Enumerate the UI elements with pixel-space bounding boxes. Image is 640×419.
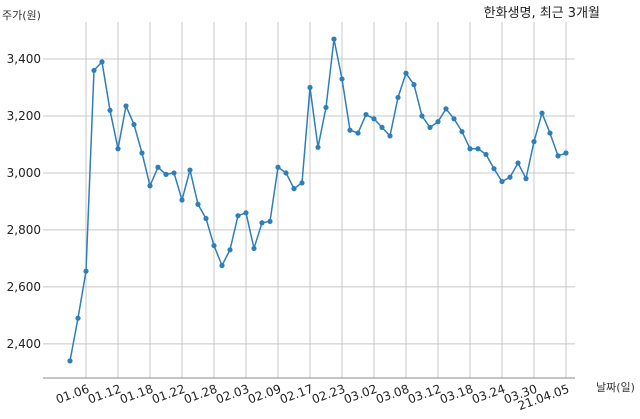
y-tick-label: 2,800 [7,223,41,237]
data-point [459,129,465,135]
data-point [403,70,409,76]
y-axis-ticks: 2,400 2,600 2,800 3,000 3,200 3,400 [7,52,41,351]
data-point [227,247,233,253]
data-point [531,139,537,145]
x-axis-label: 날짜(일) [596,380,635,394]
y-tick-label: 2,400 [7,337,41,351]
y-axis-label: 주가(원) [2,9,41,22]
data-point [523,176,529,182]
data-point [299,180,305,186]
data-point [283,170,289,176]
y-tick-label: 3,000 [7,166,41,180]
data-point [187,167,193,173]
data-point [387,133,393,139]
data-point [347,127,353,133]
data-point [323,104,329,111]
data-point [275,164,281,170]
data-point [491,166,497,172]
data-point [139,150,145,156]
data-point [195,201,201,207]
data-point [499,178,505,185]
data-point [507,174,513,180]
data-point [243,210,249,216]
data-point [435,119,441,125]
data-point [515,160,521,166]
data-point [155,164,161,170]
x-axis-ticks: 01.0601.1201.1801.2201.2802.0302.0902.17… [54,382,571,413]
y-tick-label: 3,400 [7,52,41,66]
data-point [451,116,457,122]
data-point [99,59,105,65]
data-point [67,358,73,364]
data-point [483,151,489,158]
data-point [555,153,561,159]
data-point [107,107,113,113]
data-point [395,94,401,101]
data-point [235,213,241,219]
data-point [251,245,257,252]
data-point [131,121,137,128]
data-point [467,146,473,152]
data-point [563,150,569,156]
data-point [427,124,433,130]
data-point [371,116,377,122]
data-point [219,262,225,269]
data-point [419,113,425,119]
price-series-line [69,38,567,362]
data-point [115,146,121,152]
y-tick-label: 2,600 [7,280,41,294]
data-point [355,130,361,136]
data-point [339,76,345,82]
data-point [75,315,81,321]
chart-title: 한화생명, 최근 3개월 [484,6,600,21]
data-point [331,36,337,42]
data-point [179,197,185,203]
data-point [163,171,169,177]
data-point [547,130,553,136]
data-point [203,215,209,222]
data-point [171,170,177,176]
data-point [307,84,313,91]
data-point [83,268,89,274]
data-point [291,186,297,192]
data-point [211,242,217,249]
data-point [267,218,273,224]
data-point [147,183,153,189]
data-point [363,111,369,118]
data-point [315,144,321,150]
y-tick-label: 3,200 [7,109,41,123]
data-point [379,124,385,130]
data-point [123,103,129,109]
data-point [411,82,417,88]
grid-lines [43,22,575,378]
data-point [443,106,449,112]
data-point [475,146,481,152]
price-series-points [67,36,569,364]
data-point [259,220,265,226]
data-point [91,67,97,74]
data-point [539,110,545,116]
